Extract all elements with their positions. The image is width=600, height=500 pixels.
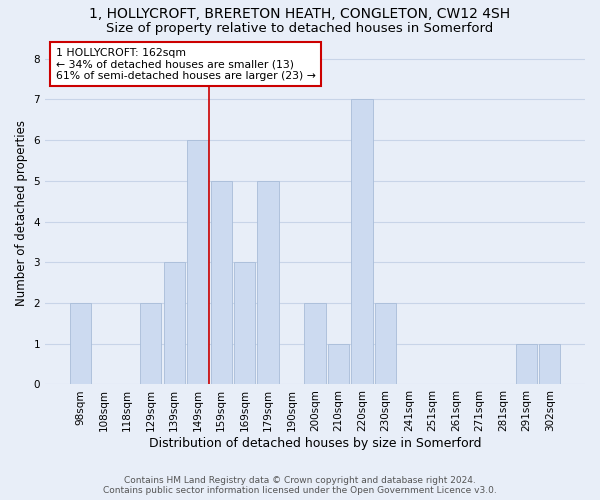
Bar <box>234 262 255 384</box>
Bar <box>257 181 278 384</box>
X-axis label: Distribution of detached houses by size in Somerford: Distribution of detached houses by size … <box>149 437 481 450</box>
Bar <box>328 344 349 384</box>
Bar <box>140 303 161 384</box>
Text: Size of property relative to detached houses in Somerford: Size of property relative to detached ho… <box>106 22 494 35</box>
Bar <box>187 140 208 384</box>
Bar <box>70 303 91 384</box>
Bar <box>211 181 232 384</box>
Bar <box>516 344 537 384</box>
Text: 1 HOLLYCROFT: 162sqm
← 34% of detached houses are smaller (13)
61% of semi-detac: 1 HOLLYCROFT: 162sqm ← 34% of detached h… <box>56 48 316 81</box>
Bar <box>164 262 185 384</box>
Text: Contains HM Land Registry data © Crown copyright and database right 2024.
Contai: Contains HM Land Registry data © Crown c… <box>103 476 497 495</box>
Bar <box>375 303 396 384</box>
Y-axis label: Number of detached properties: Number of detached properties <box>15 120 28 306</box>
Bar <box>304 303 326 384</box>
Text: 1, HOLLYCROFT, BRERETON HEATH, CONGLETON, CW12 4SH: 1, HOLLYCROFT, BRERETON HEATH, CONGLETON… <box>89 8 511 22</box>
Bar <box>539 344 560 384</box>
Bar <box>352 100 373 385</box>
